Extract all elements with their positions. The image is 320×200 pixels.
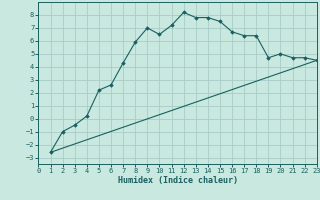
X-axis label: Humidex (Indice chaleur): Humidex (Indice chaleur) bbox=[118, 176, 238, 185]
